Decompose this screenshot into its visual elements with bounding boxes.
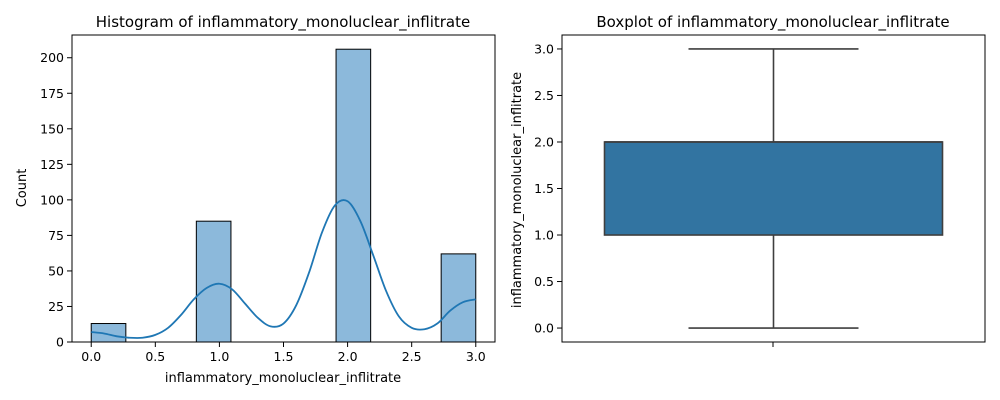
- histogram-y-axis-label: Count: [15, 169, 30, 208]
- iqr-box: [603, 141, 944, 236]
- x-tick-label: 0.5: [145, 349, 165, 364]
- y-tick-label: 2.0: [534, 134, 554, 149]
- y-tick-label: 0.5: [534, 274, 554, 289]
- boxplot-y-axis-label: inflammatory_monoluclear_inflitrate: [510, 72, 525, 308]
- histogram-panel: Histogram of inflammatory_monoluclear_in…: [15, 13, 496, 386]
- y-tick-label: 100: [40, 192, 64, 207]
- y-tick-label: 75: [48, 228, 64, 243]
- histogram-axes-frame: [71, 34, 496, 343]
- histogram-title: Histogram of inflammatory_monoluclear_in…: [96, 13, 470, 32]
- boxplot-panel: Boxplot of inflammatory_monoluclear_infl…: [510, 13, 986, 347]
- y-tick-label: 50: [48, 263, 64, 278]
- histogram-x-axis-label: inflammatory_monoluclear_inflitrate: [165, 371, 401, 386]
- y-tick-label: 175: [40, 86, 64, 101]
- kde-line: [91, 199, 476, 339]
- y-tick-label: 125: [40, 157, 64, 172]
- x-tick-label: 1.0: [209, 349, 229, 364]
- y-tick-label: 1.0: [534, 228, 554, 243]
- x-tick-label: 3.0: [466, 349, 486, 364]
- y-tick-label: 150: [40, 121, 64, 136]
- y-tick-label: 25: [48, 299, 64, 314]
- y-tick-label: 0: [56, 335, 64, 350]
- histogram-bar: [195, 220, 232, 343]
- boxplot-title: Boxplot of inflammatory_monoluclear_infl…: [596, 13, 949, 32]
- y-tick-label: 200: [40, 50, 64, 65]
- y-tick-label: 3.0: [534, 41, 554, 56]
- histogram-bar: [335, 48, 372, 343]
- y-tick-label: 0.0: [534, 321, 554, 336]
- y-tick-label: 2.5: [534, 88, 554, 103]
- y-tick-label: 1.5: [534, 181, 554, 196]
- histogram-bar: [440, 253, 477, 343]
- x-tick-label: 1.5: [274, 349, 294, 364]
- x-tick-label: 0.0: [81, 349, 101, 364]
- x-tick-label: 2.5: [402, 349, 422, 364]
- x-tick-label: 2.0: [338, 349, 358, 364]
